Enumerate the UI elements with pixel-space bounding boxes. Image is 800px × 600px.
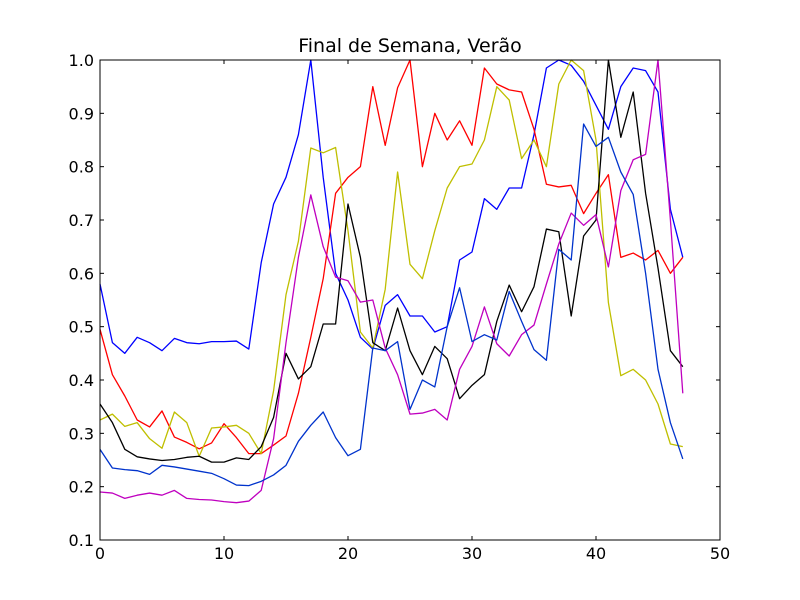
x-tick-label: 20 [338, 544, 358, 563]
y-tick-label: 0.7 [69, 211, 94, 230]
series-line-2 [99, 59, 684, 455]
chart-title: Final de Semana, Verão [298, 35, 522, 57]
series-line-6 [99, 123, 684, 487]
y-tick-label: 0.6 [69, 264, 94, 283]
y-tick-label: 0.1 [69, 531, 94, 550]
x-tick-label: 30 [462, 544, 482, 563]
x-tick-label: 50 [710, 544, 730, 563]
series-layer [99, 59, 684, 504]
x-tick-label: 10 [214, 544, 234, 563]
y-tick-label: 0.9 [69, 104, 94, 123]
series-line-1 [99, 59, 684, 354]
y-tick-label: 0.5 [69, 318, 94, 337]
x-tick-label: 0 [95, 544, 105, 563]
x-axis: 0 10 20 30 40 50 [95, 60, 730, 563]
y-tick-label: 0.3 [69, 424, 94, 443]
series-line-5 [99, 59, 684, 504]
y-tick-label: 0.4 [69, 371, 94, 390]
y-tick-label: 1.0 [69, 51, 94, 70]
y-tick-label: 0.8 [69, 158, 94, 177]
x-tick-label: 40 [586, 544, 606, 563]
plot-area-frame [99, 59, 721, 541]
y-tick-label: 0.2 [69, 478, 94, 497]
y-axis: 0.1 0.2 0.3 0.4 0.5 0.6 0.7 0.8 0.9 1.0 [69, 51, 720, 550]
series-line-3 [99, 59, 683, 457]
series-line-4 [99, 59, 684, 463]
